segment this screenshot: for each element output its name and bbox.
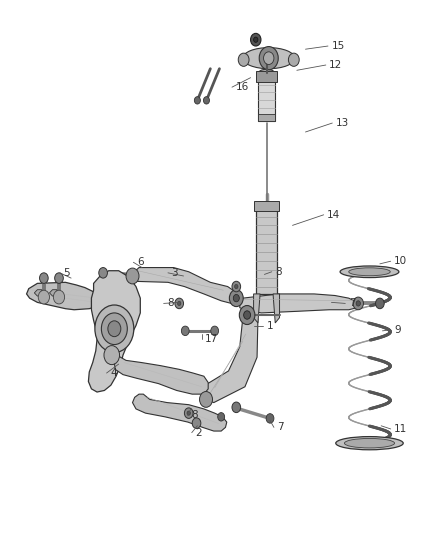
Ellipse shape: [340, 266, 399, 278]
FancyBboxPatch shape: [254, 201, 279, 211]
Circle shape: [254, 37, 258, 42]
FancyBboxPatch shape: [256, 204, 277, 294]
Circle shape: [251, 34, 261, 46]
Circle shape: [266, 414, 274, 423]
Circle shape: [187, 411, 191, 415]
Text: 9: 9: [394, 325, 401, 335]
Text: 4: 4: [110, 368, 117, 378]
Circle shape: [235, 285, 238, 289]
Text: 7: 7: [277, 422, 284, 432]
Circle shape: [184, 408, 193, 418]
Circle shape: [95, 305, 134, 352]
Text: 8: 8: [275, 267, 282, 277]
Text: 14: 14: [327, 210, 340, 220]
Text: 6: 6: [137, 257, 144, 267]
Circle shape: [101, 313, 127, 344]
Text: 8: 8: [167, 298, 174, 309]
Text: 10: 10: [394, 256, 407, 266]
Circle shape: [259, 46, 278, 70]
Polygon shape: [34, 290, 42, 296]
Ellipse shape: [349, 268, 390, 276]
Polygon shape: [27, 282, 101, 310]
Circle shape: [99, 268, 107, 278]
Circle shape: [218, 413, 225, 421]
Circle shape: [203, 96, 209, 104]
Ellipse shape: [288, 53, 299, 66]
Polygon shape: [201, 311, 258, 402]
Circle shape: [211, 326, 219, 336]
FancyBboxPatch shape: [256, 71, 277, 82]
Text: 5: 5: [64, 268, 70, 278]
Polygon shape: [240, 294, 357, 313]
Ellipse shape: [258, 69, 275, 79]
Ellipse shape: [336, 437, 403, 450]
Circle shape: [175, 298, 184, 309]
Polygon shape: [254, 294, 260, 323]
Circle shape: [55, 273, 64, 284]
Circle shape: [129, 271, 134, 278]
Circle shape: [126, 268, 139, 284]
Circle shape: [244, 311, 251, 319]
Polygon shape: [49, 290, 57, 296]
Polygon shape: [88, 271, 140, 392]
Circle shape: [53, 290, 65, 304]
Circle shape: [239, 305, 255, 325]
Text: 17: 17: [205, 334, 219, 344]
Circle shape: [375, 298, 384, 309]
Circle shape: [181, 326, 189, 336]
Circle shape: [192, 418, 201, 429]
Text: 11: 11: [394, 424, 407, 434]
Text: 15: 15: [332, 41, 345, 51]
Text: 2: 2: [195, 427, 202, 438]
Circle shape: [356, 301, 360, 306]
FancyBboxPatch shape: [258, 74, 275, 122]
Circle shape: [177, 301, 181, 305]
Text: 1: 1: [267, 320, 273, 330]
Ellipse shape: [344, 439, 395, 448]
Ellipse shape: [243, 47, 295, 69]
Text: 8: 8: [191, 410, 198, 420]
Circle shape: [232, 402, 240, 413]
Circle shape: [232, 281, 240, 292]
Polygon shape: [133, 394, 227, 431]
Circle shape: [104, 345, 120, 365]
Circle shape: [39, 273, 48, 284]
Polygon shape: [131, 268, 240, 304]
Text: 3: 3: [171, 268, 178, 278]
Ellipse shape: [238, 53, 249, 66]
FancyBboxPatch shape: [258, 114, 275, 122]
Circle shape: [353, 297, 364, 310]
Circle shape: [108, 321, 121, 337]
Text: 13: 13: [336, 118, 349, 128]
Circle shape: [233, 294, 239, 302]
Circle shape: [230, 290, 243, 306]
Text: 7: 7: [349, 298, 355, 309]
Polygon shape: [114, 356, 208, 394]
Polygon shape: [273, 294, 279, 323]
Circle shape: [38, 290, 49, 304]
Text: 16: 16: [236, 82, 249, 92]
Text: 12: 12: [329, 60, 343, 70]
Circle shape: [194, 96, 201, 104]
Circle shape: [200, 392, 212, 407]
Circle shape: [264, 52, 274, 64]
